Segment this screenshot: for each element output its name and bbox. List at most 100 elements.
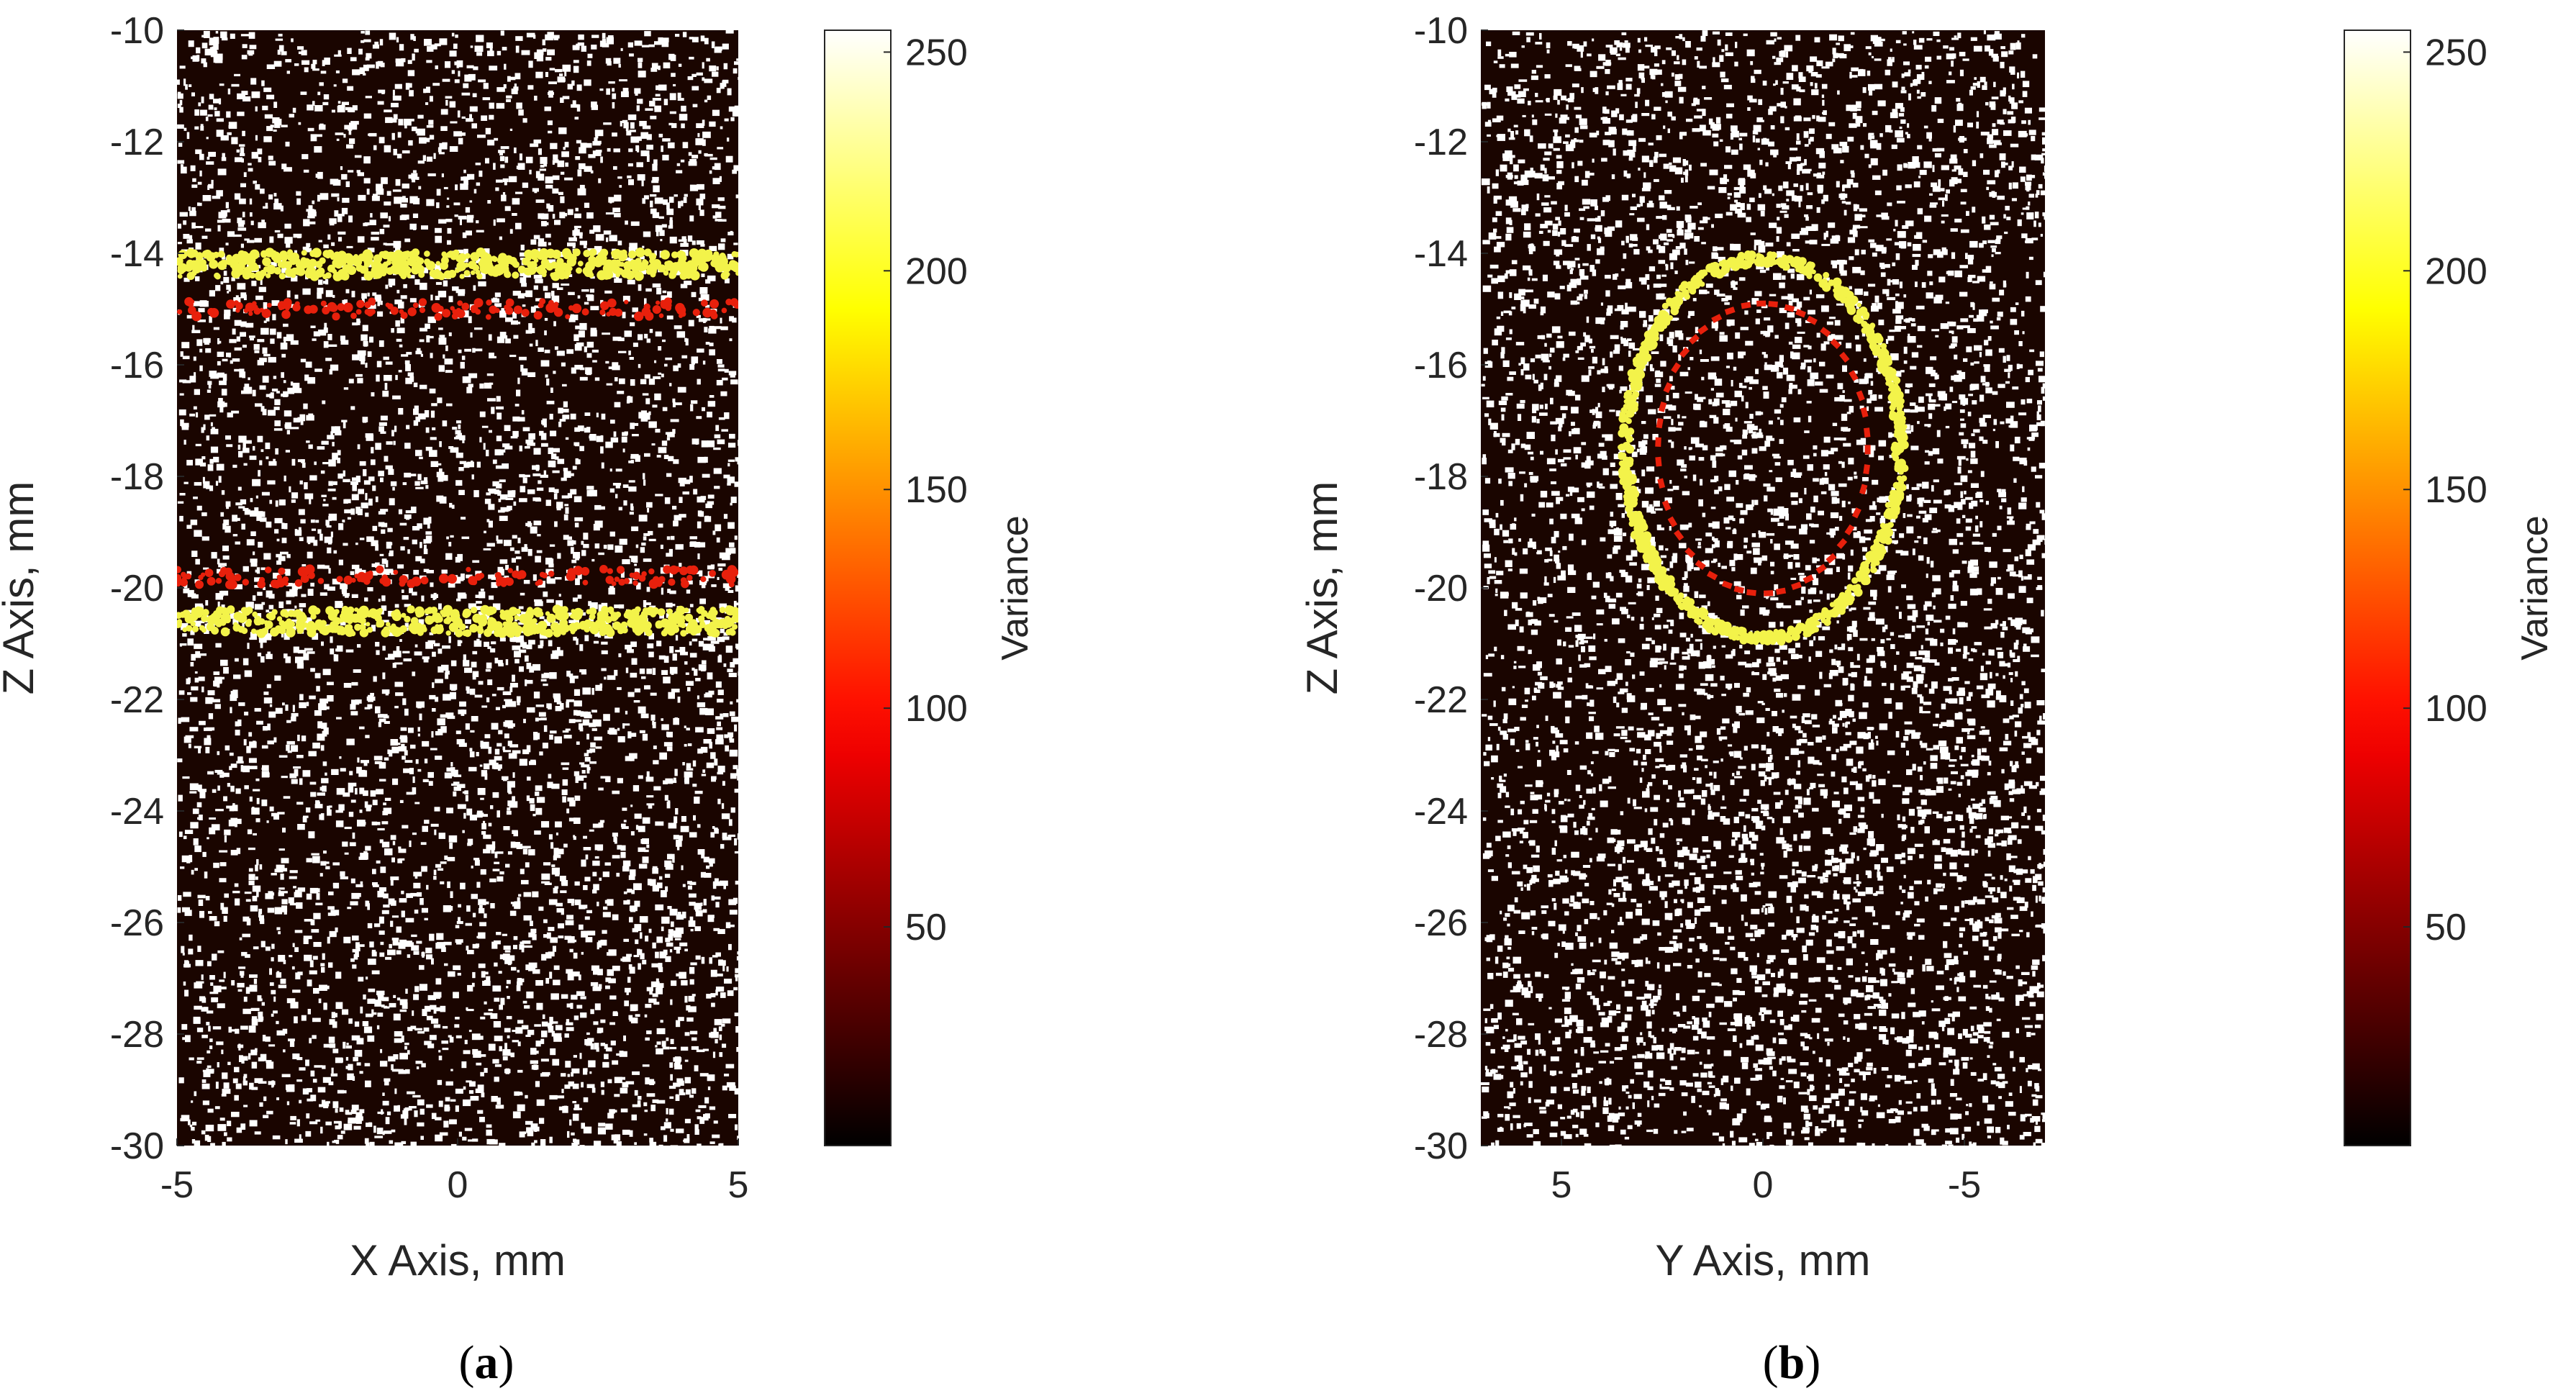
speckle-point <box>485 127 491 135</box>
speckle-point <box>383 893 389 899</box>
speckle-point <box>206 435 209 441</box>
speckle-point <box>556 908 563 913</box>
speckle-point <box>384 109 392 113</box>
speckle-point <box>222 358 228 362</box>
speckle-point <box>714 434 721 439</box>
speckle-point <box>538 347 544 352</box>
speckle-point <box>447 240 451 245</box>
speckle-point <box>327 809 332 816</box>
speckle-point <box>684 743 687 747</box>
speckle-point <box>457 110 461 118</box>
speckle-point <box>454 61 461 65</box>
speckle-point <box>458 215 467 219</box>
speckle-point <box>661 37 669 42</box>
speckle-point <box>517 978 522 984</box>
speckle-point <box>605 1047 612 1052</box>
speckle-point <box>466 118 473 122</box>
speckle-point <box>629 917 633 923</box>
speckle-point <box>630 122 635 129</box>
speckle-point <box>222 772 230 777</box>
speckle-point <box>379 779 386 781</box>
speckle-point <box>413 882 421 889</box>
speckle-point <box>632 434 639 437</box>
speckle-point <box>240 321 247 327</box>
speckle-point <box>561 495 569 499</box>
speckle-point <box>580 142 586 149</box>
speckle-point <box>308 205 313 211</box>
speckle-point <box>428 781 433 786</box>
speckle-point <box>299 608 303 612</box>
speckle-point <box>519 445 522 452</box>
speckle-point <box>594 844 604 851</box>
speckle-point <box>289 1122 296 1125</box>
speckle-point <box>248 163 252 166</box>
speckle-point <box>551 1030 555 1037</box>
speckle-point <box>402 198 408 203</box>
speckle-point <box>514 651 521 658</box>
speckle-point <box>689 832 697 838</box>
speckle-point <box>588 1060 596 1068</box>
speckle-point <box>248 758 257 763</box>
speckle-point <box>427 771 434 778</box>
speckle-point <box>473 66 479 71</box>
speckle-point <box>313 331 321 337</box>
speckle-point <box>655 494 663 497</box>
speckle-point <box>663 742 673 747</box>
speckle-point <box>461 1061 467 1069</box>
speckle-point <box>702 620 711 627</box>
speckle-point <box>573 1107 582 1110</box>
speckle-point <box>207 1108 214 1113</box>
speckle-point <box>357 172 364 176</box>
speckle-point <box>696 198 704 206</box>
speckle-point <box>661 1041 666 1047</box>
speckle-point <box>661 224 667 228</box>
speckle-point <box>625 127 629 132</box>
speckle-point <box>251 91 260 99</box>
speckle-point <box>263 206 268 209</box>
speckle-point <box>246 745 251 753</box>
speckle-point <box>692 784 697 787</box>
speckle-point <box>541 873 550 880</box>
speckle-point <box>376 1000 380 1005</box>
speckle-point <box>646 803 655 806</box>
speckle-point <box>622 866 630 872</box>
speckle-point <box>558 407 563 414</box>
speckle-point <box>691 155 699 159</box>
speckle-point <box>503 826 510 830</box>
speckle-point <box>484 248 490 255</box>
speckle-point <box>442 645 450 649</box>
speckle-point <box>523 892 532 897</box>
speckle-point <box>206 161 214 165</box>
speckle-point <box>253 344 260 350</box>
speckle-point <box>350 901 358 906</box>
speckle-point <box>670 1074 673 1081</box>
speckle-point <box>624 257 630 260</box>
speckle-point <box>268 155 273 160</box>
speckle-point <box>399 1053 408 1060</box>
speckle-point <box>381 558 387 564</box>
speckle-point <box>612 336 622 341</box>
speckle-point <box>350 958 355 962</box>
speckle-point <box>549 971 553 979</box>
speckle-point <box>389 1140 394 1144</box>
speckle-point <box>651 443 656 446</box>
speckle-point <box>620 121 622 127</box>
speckle-point <box>717 929 725 934</box>
speckle-point <box>227 209 230 213</box>
speckle-point <box>671 689 680 693</box>
speckle-point <box>630 322 635 327</box>
speckle-point <box>565 437 569 440</box>
speckle-point <box>311 63 316 69</box>
speckle-point <box>397 1105 400 1112</box>
speckle-point <box>634 813 642 819</box>
speckle-point <box>635 455 640 462</box>
speckle-point <box>547 578 555 584</box>
speckle-point <box>246 539 255 545</box>
speckle-point <box>325 866 330 870</box>
speckle-point <box>205 746 210 753</box>
speckle-point <box>712 826 715 829</box>
speckle-point <box>190 165 196 171</box>
speckle-point <box>549 414 553 420</box>
speckle-point <box>466 905 471 912</box>
speckle-point <box>276 560 282 565</box>
